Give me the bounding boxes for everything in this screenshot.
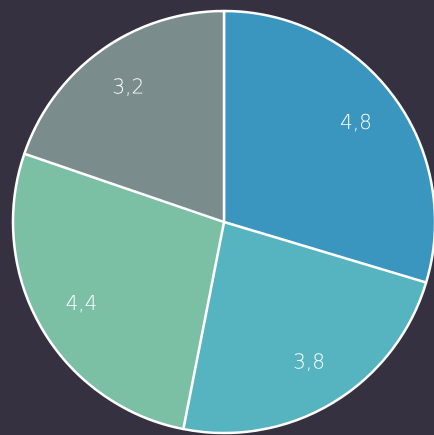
pie-slice — [23, 9, 226, 224]
data-label: 3,8 — [293, 349, 325, 373]
data-label: 4,4 — [66, 291, 98, 315]
pie-slice — [222, 9, 434, 284]
pie-slice — [182, 220, 428, 435]
data-label: 4,8 — [340, 110, 372, 134]
pie-slice — [11, 152, 226, 431]
data-label: 3,2 — [112, 75, 144, 99]
